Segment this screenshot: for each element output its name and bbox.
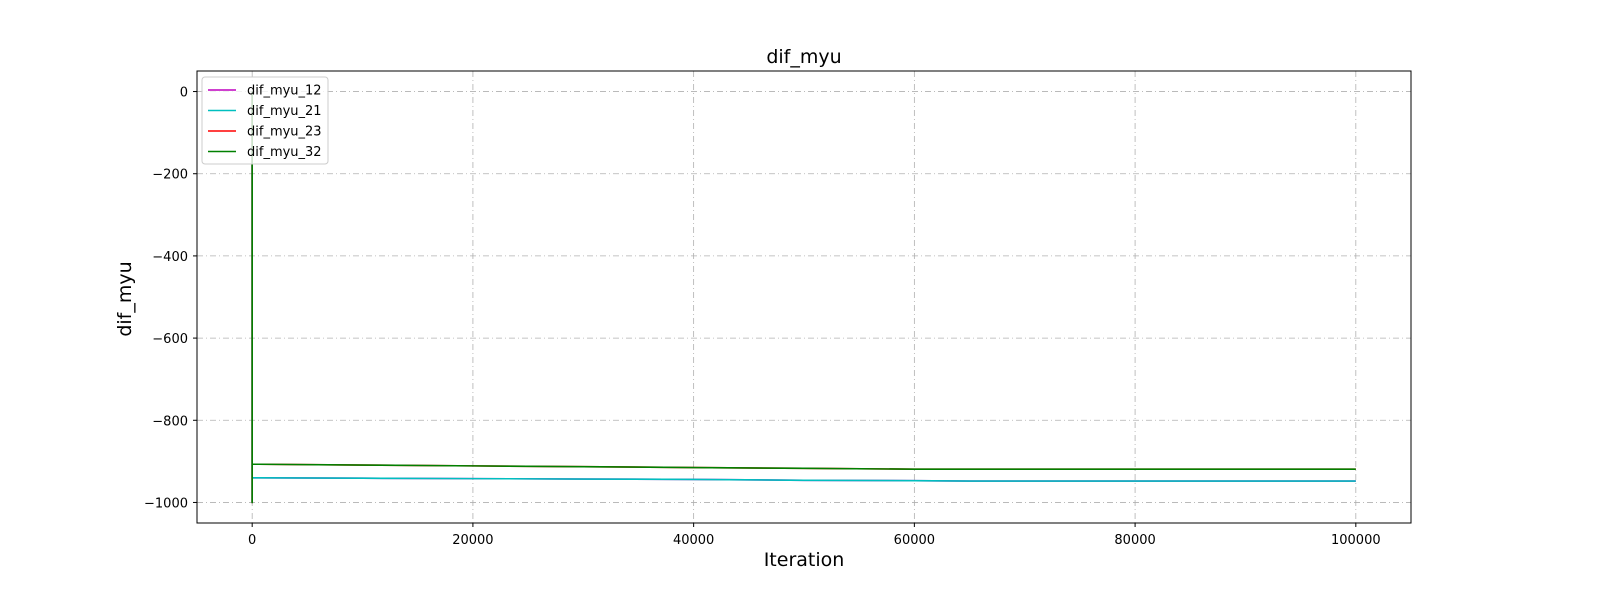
x-tick-label: 80000: [1114, 533, 1155, 548]
plot-frame: [196, 70, 1412, 524]
y-tick-label: 0: [180, 86, 188, 101]
series-layer: [251, 91, 1356, 504]
y-tick-label: −200: [152, 168, 188, 183]
series-line-dif-myu-21: [251, 91, 1356, 504]
legend: dif_myu_12 dif_myu_21 dif_myu_23 dif_myu_32: [201, 76, 329, 165]
y-tick-label: −800: [152, 414, 188, 429]
y-tick-label: −600: [152, 332, 188, 347]
x-tick-label: 60000: [894, 533, 935, 548]
grid-layer: [197, 71, 1411, 523]
legend-entry-label: dif_myu_23: [247, 125, 322, 140]
x-tick-label: 40000: [673, 533, 714, 548]
x-tick-label: 20000: [452, 533, 493, 548]
legend-entry-label: dif_myu_32: [247, 145, 322, 160]
series-line-dif-myu-12: [251, 91, 1356, 504]
y-axis-label: dif_myu: [114, 261, 136, 336]
chart-title: dif_myu: [766, 46, 841, 68]
x-axis-label: Iteration: [764, 549, 845, 571]
series-line-dif-myu-32: [251, 91, 1356, 504]
y-tick-label: −400: [152, 250, 188, 265]
y-tick-label: −1000: [144, 496, 188, 511]
series-line-dif-myu-23: [251, 91, 1356, 504]
x-tick-label: 0: [248, 533, 256, 548]
x-tick-label: 100000: [1331, 533, 1381, 548]
ticks-layer: 0 20000 40000 60000 80000 100000 0 −200 −400 −600…: [144, 86, 1381, 548]
legend-entry-label: dif_myu_21: [247, 104, 322, 119]
legend-box: [201, 76, 329, 165]
legend-entry-label: dif_myu_12: [247, 84, 322, 99]
